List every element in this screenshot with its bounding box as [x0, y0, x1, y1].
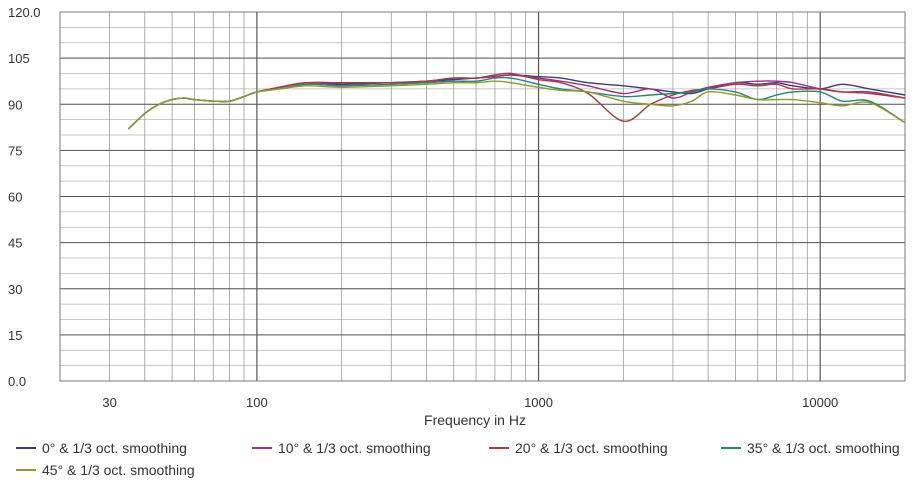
legend-swatch: [16, 447, 36, 449]
plot-frame: [59, 11, 906, 382]
legend-swatch: [489, 447, 509, 449]
y-tick-label: 45: [8, 236, 22, 251]
x-tick-label: 10000: [802, 395, 838, 410]
legend-swatch: [16, 469, 36, 471]
x-tick-label: 30: [102, 395, 116, 410]
x-tick-label: 1000: [524, 395, 553, 410]
y-axis-ticks: 0.0 15 30 45 60 75 90 105 120.0: [8, 5, 41, 389]
legend-item: 10° & 1/3 oct. smoothing: [252, 440, 431, 456]
y-tick-label: 60: [8, 190, 22, 205]
legend-label: 0° & 1/3 oct. smoothing: [42, 440, 187, 456]
x-tick-label: 100: [246, 395, 268, 410]
y-tick-label: 75: [8, 143, 22, 158]
legend-swatch: [721, 447, 741, 449]
chart-legend: 0° & 1/3 oct. smoothing 10° & 1/3 oct. sm…: [16, 440, 916, 484]
legend-label: 20° & 1/3 oct. smoothing: [515, 440, 668, 456]
y-tick-label: 120.0: [8, 5, 41, 20]
legend-label: 35° & 1/3 oct. smoothing: [747, 440, 900, 456]
x-axis-ticks: 30 100 1000 10000: [102, 395, 838, 410]
series-line-4: [128, 80, 906, 130]
y-tick-label: 30: [8, 282, 22, 297]
y-tick-label: 0.0: [8, 374, 26, 389]
legend-item: 45° & 1/3 oct. smoothing: [16, 462, 195, 478]
y-tick-label: 105: [8, 51, 30, 66]
series-layer: [128, 72, 906, 130]
legend-label: 10° & 1/3 oct. smoothing: [278, 440, 431, 456]
legend-item: 0° & 1/3 oct. smoothing: [16, 440, 187, 456]
legend-item: 20° & 1/3 oct. smoothing: [489, 440, 668, 456]
x-axis-title: Frequency in Hz: [424, 412, 526, 428]
legend-swatch: [252, 447, 272, 449]
legend-label: 45° & 1/3 oct. smoothing: [42, 462, 195, 478]
legend-item: 35° & 1/3 oct. smoothing: [721, 440, 900, 456]
y-tick-label: 90: [8, 97, 22, 112]
y-tick-label: 15: [8, 328, 22, 343]
